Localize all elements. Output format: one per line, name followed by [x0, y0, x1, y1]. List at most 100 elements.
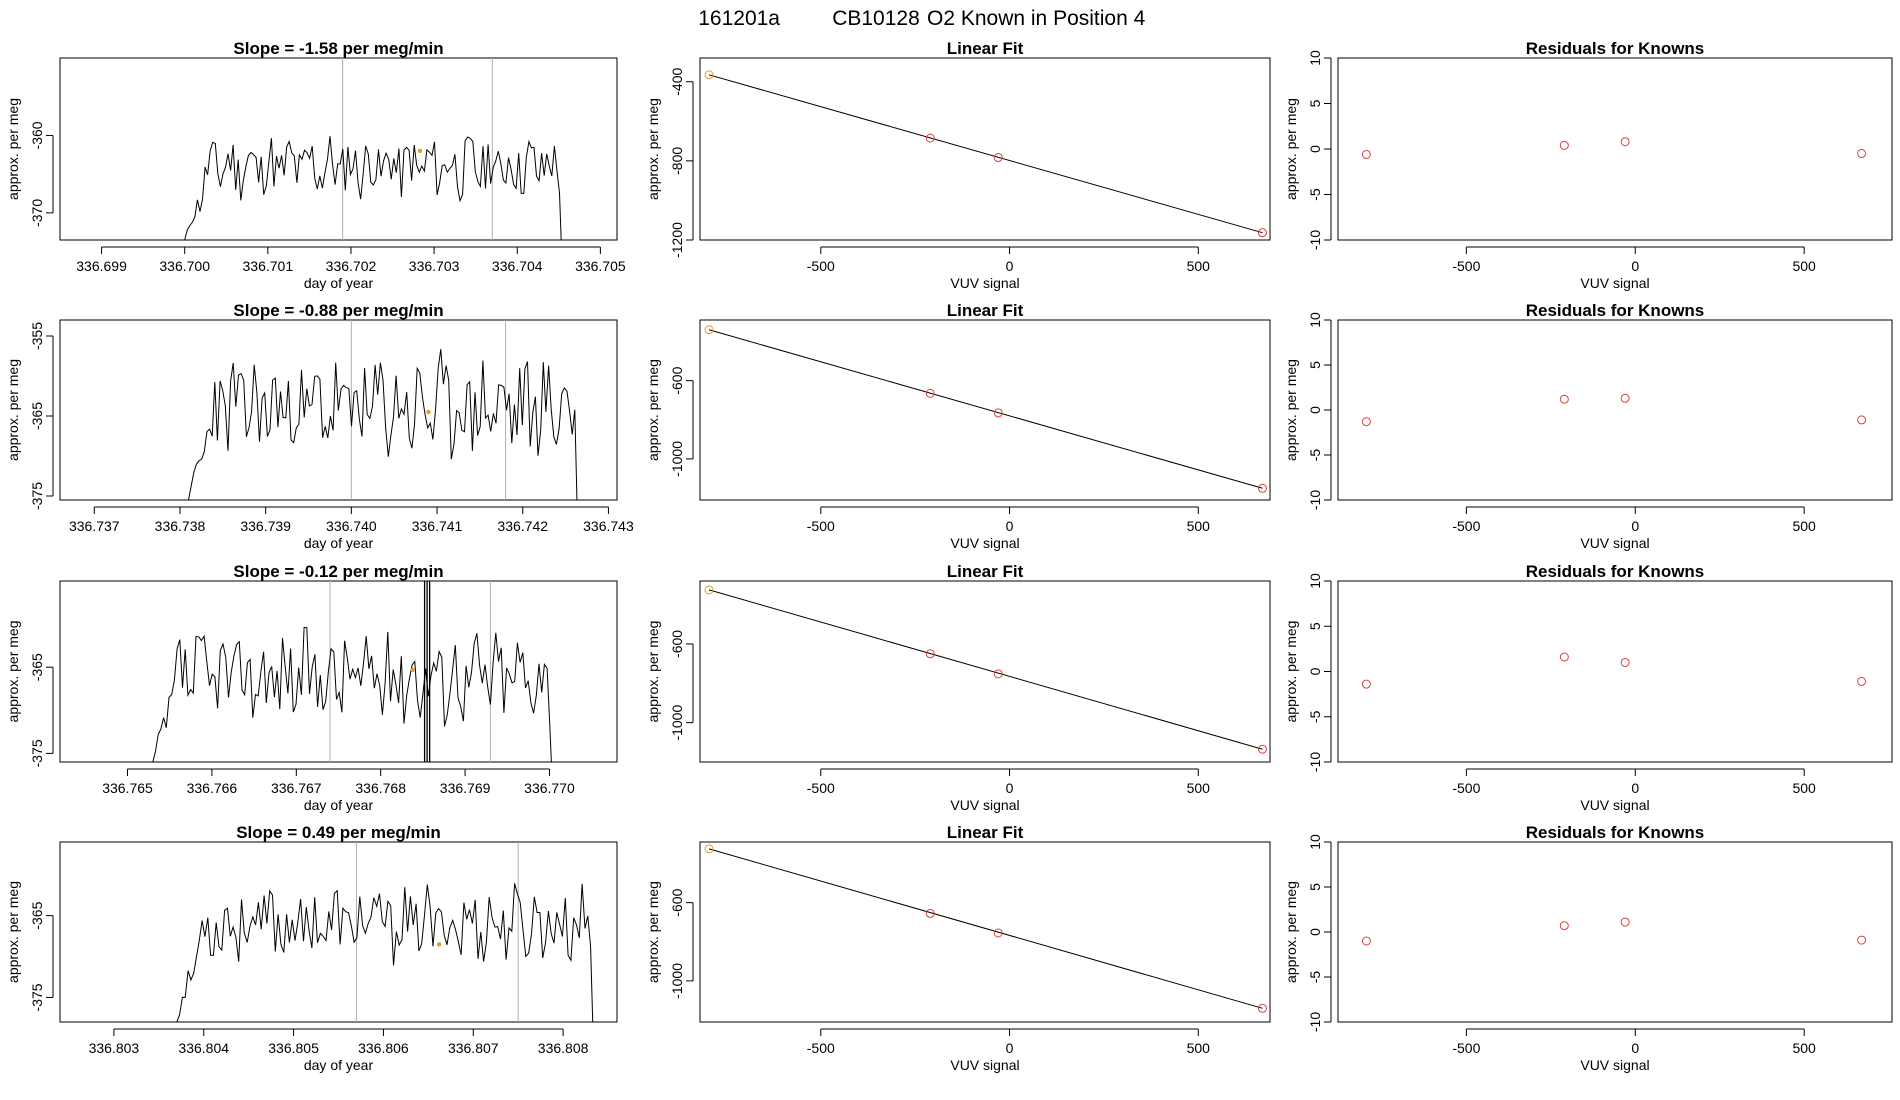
x-tick-label: 336.703 — [409, 258, 460, 274]
x-tick-label: 336.769 — [440, 780, 491, 796]
y-tick-label: 10 — [1307, 834, 1323, 850]
x-tick-label: -500 — [1452, 1040, 1480, 1056]
panel-title: Linear Fit — [947, 301, 1024, 320]
series-line — [184, 136, 562, 240]
plot-frame — [1337, 841, 1893, 1023]
x-tick-label: 336.737 — [69, 518, 120, 534]
x-tick-label: -500 — [807, 258, 835, 274]
x-axis-label: VUV signal — [1580, 535, 1649, 551]
x-tick-label: -500 — [1452, 518, 1480, 534]
data-point — [1559, 140, 1569, 150]
panel-title: Linear Fit — [947, 39, 1024, 58]
data-point — [993, 408, 1003, 418]
reference-point — [704, 70, 714, 80]
x-tick-label: 500 — [1792, 518, 1816, 534]
fit-line — [708, 848, 1263, 1009]
x-tick-label: 336.768 — [355, 780, 406, 796]
x-tick-label: 0 — [1006, 258, 1014, 274]
plot-frame — [1337, 319, 1893, 501]
y-axis-label: approx. per meg — [5, 359, 21, 461]
data-point — [1361, 936, 1371, 946]
plot-area — [1361, 652, 1867, 689]
suptitle-run: 161201a — [698, 7, 780, 30]
y-tick-label: 0 — [1307, 928, 1323, 936]
data-point — [925, 908, 935, 918]
y-tick-label: 5 — [1307, 99, 1323, 107]
data-point — [993, 928, 1003, 938]
data-point — [1620, 657, 1630, 667]
plot-frame — [699, 580, 1271, 763]
x-tick-label: 336.806 — [358, 1040, 409, 1056]
data-point — [925, 133, 935, 143]
x-tick-label: -500 — [1452, 258, 1480, 274]
plot-area — [184, 58, 562, 240]
data-point — [993, 669, 1003, 679]
data-point — [1620, 917, 1630, 927]
y-tick-label: -10 — [1307, 490, 1323, 510]
series-line — [152, 626, 552, 762]
x-tick-label: 336.701 — [243, 258, 294, 274]
data-point — [1857, 935, 1867, 945]
panel-title: Linear Fit — [947, 823, 1024, 842]
x-tick-label: 336.770 — [524, 780, 575, 796]
panel-title: Residuals for Knowns — [1526, 301, 1705, 320]
data-point — [1857, 676, 1867, 686]
panel-r0-timeseries: Slope = -1.58 per meg/min 336.699 336.700 3… — [5, 39, 626, 291]
y-tick-label: -600 — [669, 888, 685, 916]
reference-point — [704, 844, 714, 854]
panel-r3-timeseries: Slope = 0.49 per meg/min 336.803 336.804 33… — [5, 823, 618, 1073]
panel-r2-residuals: Residuals for Knowns -500 0 500 10 5 0 -5 -10 VUV… — [1283, 562, 1893, 813]
x-axis-label: VUV signal — [950, 1057, 1019, 1073]
panel-title: Slope = -1.58 per meg/min — [233, 39, 443, 58]
plot-area — [1361, 393, 1867, 427]
x-tick-label: 0 — [1006, 518, 1014, 534]
y-tick-label: 5 — [1307, 883, 1323, 891]
y-tick-label: -5 — [1307, 449, 1323, 462]
plot-frame — [59, 57, 618, 241]
fit-line — [708, 329, 1263, 489]
y-tick-label: -365 — [29, 653, 45, 681]
y-tick-label: 0 — [1307, 667, 1323, 675]
panel-title: Linear Fit — [947, 562, 1024, 581]
data-point — [1620, 137, 1630, 147]
series-line — [188, 349, 578, 500]
y-tick-label: -600 — [669, 366, 685, 394]
data-point — [1857, 415, 1867, 425]
panel-r3-linear-fit: Linear Fit -500 0 500 -600 -1000 VUV signal app… — [645, 823, 1271, 1073]
y-tick-label: -375 — [29, 482, 45, 510]
x-tick-label: 500 — [1187, 1040, 1211, 1056]
x-axis-label: VUV signal — [950, 797, 1019, 813]
x-axis-label: day of year — [304, 797, 374, 813]
x-tick-label: 0 — [1631, 1040, 1639, 1056]
y-axis-label: approx. per meg — [1283, 98, 1299, 200]
plot-area — [176, 842, 594, 1022]
panel-r1-residuals: Residuals for Knowns -500 0 500 10 5 0 -5 -10 VUV… — [1283, 301, 1893, 551]
plot-frame — [1337, 580, 1893, 763]
x-tick-label: -500 — [807, 518, 835, 534]
x-axis-label: VUV signal — [950, 535, 1019, 551]
x-tick-label: 336.808 — [538, 1040, 589, 1056]
y-tick-label: -1000 — [669, 705, 685, 741]
y-tick-label: -375 — [29, 983, 45, 1011]
data-point — [1559, 921, 1569, 931]
y-axis-label: approx. per meg — [1283, 621, 1299, 723]
panel-grid: Slope = -1.58 per meg/min 336.699 336.700 3… — [5, 39, 1893, 1073]
data-point — [1620, 393, 1630, 403]
y-tick-label: 10 — [1307, 312, 1323, 328]
y-axis-label: approx. per meg — [5, 98, 21, 200]
data-point — [1257, 228, 1267, 238]
y-tick-label: 0 — [1307, 406, 1323, 414]
x-tick-label: 336.765 — [102, 780, 153, 796]
x-tick-label: 500 — [1187, 258, 1211, 274]
x-tick-label: 336.738 — [155, 518, 206, 534]
data-point — [1857, 149, 1867, 159]
plot-frame — [699, 319, 1271, 501]
data-point — [925, 649, 935, 659]
x-tick-label: 0 — [1006, 1040, 1014, 1056]
data-point — [993, 153, 1003, 163]
plot-area — [704, 844, 1267, 1013]
plot-area — [152, 581, 552, 762]
plot-area — [704, 325, 1267, 493]
plot-frame — [699, 841, 1271, 1023]
y-tick-label: -10 — [1307, 1012, 1323, 1032]
